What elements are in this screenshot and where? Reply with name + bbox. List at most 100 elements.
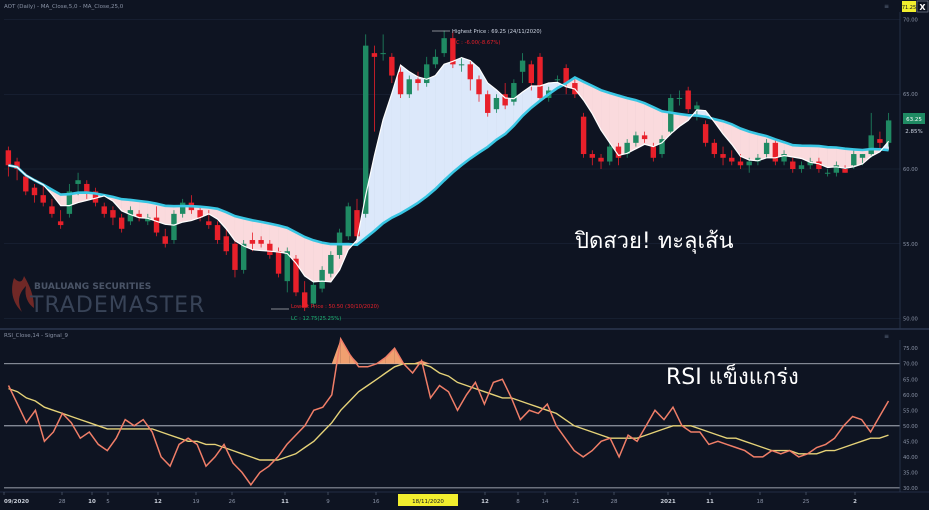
candle-body [763,142,770,155]
candle-body [563,68,569,84]
candle-body [92,191,99,203]
overbought-fill [385,348,395,364]
candle-body [118,217,125,229]
rsi-line [7,336,890,487]
overbought-fill [421,360,431,364]
price-axis: 50.00 55.00 60.00 65.00 70.00 [899,12,918,329]
price-tick-label: 60.00 [903,167,918,173]
candle-body [868,135,874,155]
date-tick-label: 21 [573,499,580,505]
candle-body [450,38,456,65]
candle-body [816,161,822,169]
candle-body [842,169,848,173]
candle-body [389,56,395,76]
candle-body [206,221,212,226]
rsi-headline: RSI แข็งแกร่ง [666,362,799,390]
candle-body [14,161,20,169]
candle-body [406,79,412,95]
date-tick-label: 25 [803,499,810,505]
rsi-grid [4,363,900,489]
candle-body [467,64,473,80]
date-tick-label: 8 [516,499,520,505]
candle-body [746,161,752,166]
overbought-fill [331,338,341,364]
candle-body [84,183,90,192]
rsi-tick-label: 70.00 [903,362,918,368]
candle-body [589,154,596,158]
candle-body [415,79,421,84]
candle-body [319,269,325,289]
last-price-label [903,113,925,124]
ma5-line [8,56,890,283]
corner-value-text: 71.25 [902,5,916,11]
candle-body [798,165,805,169]
candle-body [650,146,657,158]
candle-body [537,56,543,98]
rsi-tick-label: 30.00 [903,486,918,492]
rsi-pane-menu-icon[interactable]: ≡ [884,333,889,340]
last-price-text: 63.25 [906,117,922,123]
ma-fill-segment [827,146,837,168]
date-tick-label: 5 [106,499,110,505]
ma-fill-segment [443,61,454,181]
ma-fill-segment [748,131,759,161]
candle-body [345,206,351,237]
pane-menu-icon[interactable]: ≡ [884,3,889,10]
overbought-fill [340,338,350,364]
date-tick-label: 26 [229,499,236,505]
candle-body [659,139,665,155]
ma-fill-segment [435,63,445,190]
rsi-tick-label: 40.00 [903,455,918,461]
candle-body [232,243,238,270]
signal-line [8,363,889,461]
candle-body [432,56,439,65]
ma-fill-segment [426,75,436,197]
ma-fill-segment [644,102,654,147]
date-tick-label: 10 [88,499,96,505]
candle-body [807,161,813,166]
candle-body [824,172,831,174]
ma-fill-segment [792,145,802,159]
candle-body [711,142,718,155]
candle-body [676,97,683,99]
ma-fill-segment [836,147,846,169]
watermark-main-text: TRADEMASTER [29,293,205,318]
date-tick-label: 2021 [660,499,675,505]
date-tick-label: 11 [281,499,289,505]
price-tick-label: 65.00 [903,92,918,98]
candle-body [328,254,334,274]
date-tick-label: 09/2020 [4,499,29,505]
price-tick-label: 55.00 [903,242,918,248]
candle-body [301,292,308,308]
candle-body [249,240,256,244]
candle-body [153,217,160,233]
candle-body [110,210,116,218]
close-icon[interactable]: X [919,3,926,12]
rsi-tick-label: 35.00 [903,470,918,476]
candle-body [197,210,203,218]
ma-fill-segment [417,76,427,204]
rsi-pane-label: RSI_Close,14 - Signal_9 [4,333,69,339]
date-tick-label: 14 [542,499,549,505]
candle-body [720,154,726,158]
candle-body [781,154,787,162]
candle-body [624,142,630,155]
close-button[interactable] [916,0,929,13]
candle-body [476,79,482,95]
candle-body [458,64,465,66]
candle-body [57,221,64,226]
candle-body [737,161,744,166]
date-tick-label: 18 [757,499,764,505]
candle-body [859,154,866,158]
candle-body [580,116,587,155]
candle-body [877,139,883,143]
ma-fill-segment [487,82,497,148]
ma-lines [8,56,890,283]
watermark-top-text: BUALUANG SECURITIES [34,282,151,292]
date-tick-label: 28 [611,499,618,505]
rsi-axis: 30.00 35.00 40.00 45.00 50.00 55.00 60.00 65.00… [899,340,918,492]
candle-body [275,251,282,274]
corner-value-box [902,1,916,12]
candle-body [493,97,500,110]
